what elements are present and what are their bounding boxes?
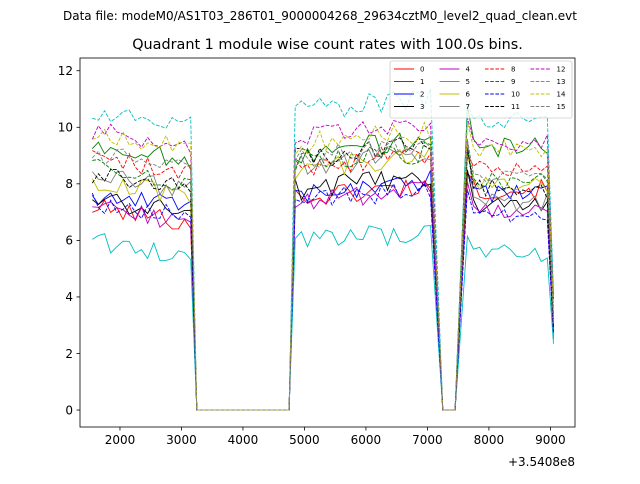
legend-label-15: 15 <box>557 103 566 111</box>
x-axis-offset-text: +3.5408e8 <box>508 455 575 469</box>
legend-label-0: 0 <box>420 66 424 74</box>
y-tick-label: 2 <box>65 347 73 361</box>
legend-label-5: 5 <box>466 78 470 86</box>
series-line-12 <box>91 117 554 411</box>
series-line-7 <box>91 139 554 411</box>
plot-area <box>91 88 554 411</box>
y-tick-label: 6 <box>65 234 73 248</box>
y-axis: 0 2 4 6 8 10 12 <box>58 64 80 417</box>
series-line-14 <box>92 121 554 411</box>
legend-label-11: 11 <box>511 103 520 111</box>
legend-label-2: 2 <box>420 91 424 99</box>
y-tick-label: 8 <box>65 177 73 191</box>
series-line-15 <box>91 138 554 411</box>
legend-label-3: 3 <box>420 103 424 111</box>
series-line-8 <box>92 146 554 411</box>
x-tick-label: 5000 <box>289 433 320 447</box>
legend-label-8: 8 <box>511 66 515 74</box>
legend-label-1: 1 <box>420 78 424 86</box>
chart-title: Quadrant 1 module wise count rates with … <box>132 37 523 53</box>
series-line-0 <box>92 171 554 411</box>
legend-label-6: 6 <box>466 91 471 99</box>
legend-label-14: 14 <box>557 91 566 99</box>
series-line-6 <box>91 144 554 411</box>
legend-frame <box>389 60 573 119</box>
series-line-5 <box>92 225 554 411</box>
series-line-4 <box>92 181 554 411</box>
x-tick-label: 7000 <box>412 433 443 447</box>
series-line-1 <box>91 105 554 411</box>
x-tick-label: 8000 <box>474 433 505 447</box>
series-line-11 <box>91 136 554 411</box>
series-line-3 <box>92 169 554 411</box>
y-tick-label: 12 <box>58 64 73 78</box>
x-tick-label: 6000 <box>351 433 382 447</box>
legend-label-10: 10 <box>511 91 520 99</box>
series-line-10 <box>91 182 554 411</box>
x-tick-label: 2000 <box>105 433 136 447</box>
y-tick-label: 4 <box>65 290 73 304</box>
x-tick-label: 9000 <box>535 433 566 447</box>
y-tick-label: 0 <box>65 403 73 417</box>
x-tick-label: 3000 <box>166 433 197 447</box>
y-tick-label: 10 <box>58 121 73 135</box>
legend-label-12: 12 <box>557 66 566 74</box>
legend-label-4: 4 <box>466 66 471 74</box>
legend-label-9: 9 <box>511 78 515 86</box>
chart-suptitle: Data file: modeM0/AS1T03_286T01_90000042… <box>63 9 577 23</box>
legend-label-7: 7 <box>466 103 470 111</box>
x-axis: 2000 3000 4000 5000 6000 7000 8000 9000 <box>105 427 566 447</box>
x-tick-label: 4000 <box>228 433 259 447</box>
legend-label-13: 13 <box>557 78 566 86</box>
axes-frame <box>79 57 576 428</box>
